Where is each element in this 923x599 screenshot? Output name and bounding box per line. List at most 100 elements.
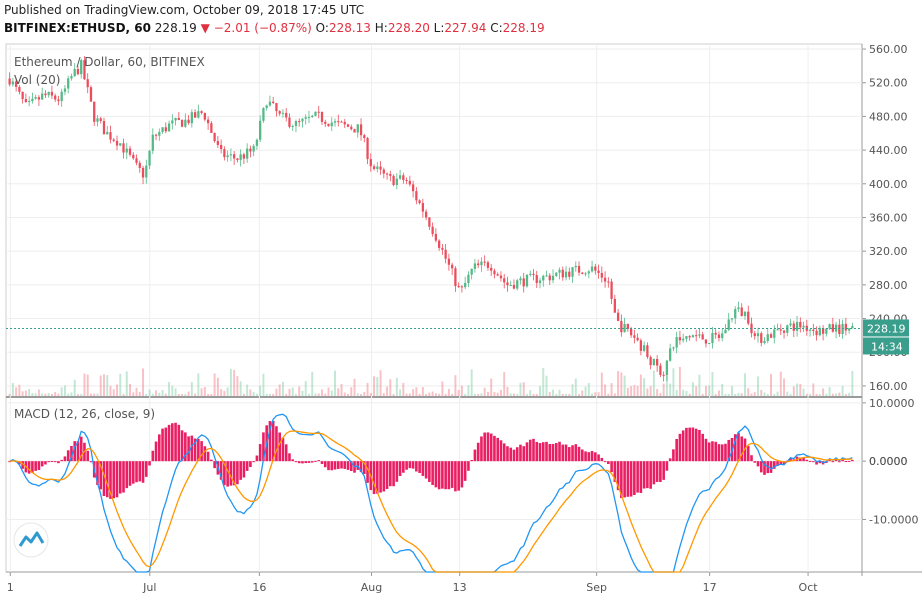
macd-histogram-bar — [372, 461, 376, 495]
candle-body — [320, 111, 324, 122]
macd-histogram-bar — [808, 460, 812, 462]
volume-bar — [360, 393, 363, 396]
macd-histogram-bar — [206, 451, 210, 462]
macd-histogram-bar — [164, 427, 168, 462]
macd-histogram-bar — [138, 461, 142, 482]
published-caption: Published on TradingView.com, October 09… — [4, 3, 365, 17]
macd-histogram-bar — [607, 461, 610, 465]
macd-histogram-bar — [60, 459, 63, 462]
candle-body — [294, 121, 298, 127]
candle-body — [734, 309, 737, 319]
candle-body — [437, 240, 441, 248]
candle-body — [382, 169, 385, 174]
volume-bar — [168, 381, 171, 396]
candle-body — [301, 118, 304, 122]
volume-bar — [610, 383, 613, 396]
volume-bar — [841, 386, 844, 396]
volume-bar — [512, 393, 515, 396]
macd-histogram-bar — [418, 461, 421, 473]
price-tick-label: 160.00 — [869, 380, 908, 393]
volume-bar — [356, 393, 359, 396]
volume-bar — [109, 385, 112, 396]
candle-body — [11, 81, 15, 85]
candle-body — [538, 280, 542, 284]
volume-bar — [226, 387, 229, 396]
candle-body — [574, 265, 577, 268]
candle-body — [128, 148, 132, 155]
countdown-label: 14:34 — [871, 340, 903, 353]
candle-body — [34, 97, 37, 99]
candle-body — [76, 68, 80, 75]
volume-bar — [412, 389, 415, 396]
candle-body — [389, 173, 392, 176]
candle-body — [275, 102, 278, 112]
volume-bar — [851, 371, 854, 396]
candle-body — [285, 112, 288, 118]
macd-pane — [8, 413, 854, 573]
macd-histogram-bar — [281, 437, 285, 462]
macd-histogram-bar — [125, 461, 129, 489]
candle-body — [395, 178, 398, 185]
candle-body — [656, 358, 659, 366]
volume-bar — [321, 389, 323, 396]
macd-histogram-bar — [385, 461, 389, 489]
macd-histogram-bar — [366, 461, 369, 483]
candle-body — [343, 121, 346, 125]
tradingview-logo-icon[interactable] — [13, 522, 49, 558]
volume-bar — [171, 385, 174, 396]
candle-body — [154, 134, 158, 136]
macd-histogram-bar — [343, 461, 347, 469]
volume-bar — [73, 379, 76, 396]
volume-bar — [792, 386, 795, 396]
candle-body — [529, 273, 532, 275]
macd-histogram-bar — [489, 433, 493, 462]
candle-body — [649, 356, 652, 366]
volume-bar — [786, 391, 789, 396]
candle-body — [333, 121, 337, 123]
volume-bar — [408, 393, 411, 396]
volume-bar — [373, 376, 376, 396]
volume-bar — [477, 393, 480, 396]
candle-body — [477, 263, 480, 266]
macd-histogram-bar — [512, 449, 516, 462]
candle-body — [369, 159, 372, 167]
macd-histogram-bar — [447, 461, 451, 490]
macd-histogram-bar — [50, 461, 54, 463]
volume-bar — [438, 393, 441, 396]
candle-body — [132, 154, 135, 159]
open-label: O: — [315, 21, 329, 35]
candle-body — [490, 267, 493, 271]
candle-body — [171, 120, 174, 124]
candle-body — [161, 127, 164, 132]
candle-body — [106, 132, 109, 135]
macd-histogram-bar — [616, 461, 620, 491]
candle-body — [236, 158, 239, 161]
volume-bar — [597, 392, 600, 396]
macd-histogram-bar — [304, 461, 308, 464]
macd-histogram-bar — [31, 461, 34, 473]
candle-body — [581, 272, 584, 274]
macd-histogram-bar — [171, 423, 174, 462]
volume-bar — [246, 384, 249, 396]
macd-histogram-bar — [323, 461, 327, 468]
macd-histogram-bar — [96, 461, 99, 485]
macd-histogram-bar — [457, 461, 460, 491]
candle-body — [151, 134, 154, 151]
macd-histogram-bar — [746, 445, 750, 462]
macd-histogram-bar — [581, 449, 584, 462]
candle-body — [405, 180, 408, 182]
candle-body — [779, 329, 782, 331]
candle-body — [252, 145, 255, 152]
volume-bar — [142, 368, 145, 396]
candle-body — [717, 334, 721, 338]
volume-bar — [119, 373, 122, 396]
macd-histogram-bar — [610, 461, 613, 473]
chart-frame — [5, 43, 922, 576]
volume-bar — [347, 393, 350, 396]
candle-body — [265, 105, 268, 109]
candle-body — [724, 329, 727, 334]
volume-bar — [177, 393, 180, 396]
volume-bar — [70, 392, 73, 396]
macd-histogram-bar — [18, 461, 21, 465]
